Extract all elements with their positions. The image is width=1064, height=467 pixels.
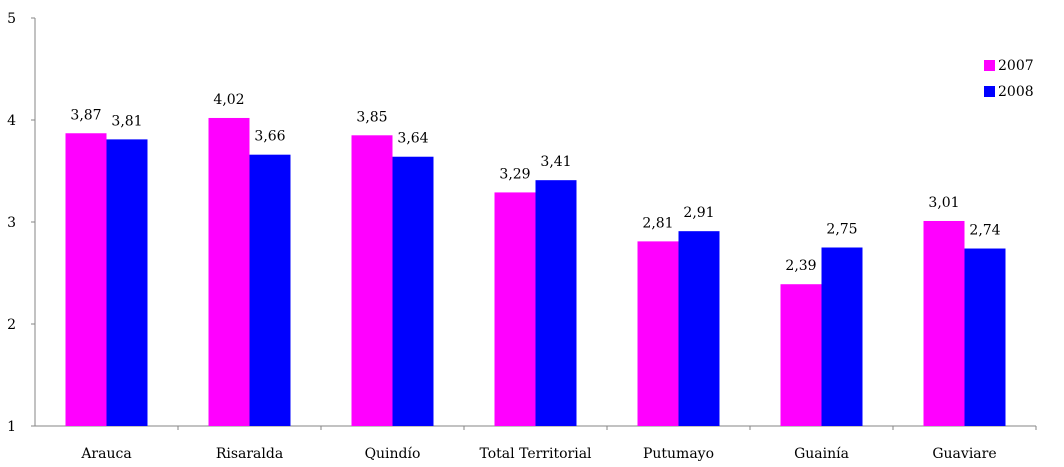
bar-2008-5 bbox=[821, 247, 863, 426]
legend-label: 2008 bbox=[998, 84, 1034, 100]
y-tick-label: 5 bbox=[7, 11, 16, 27]
legend: 2007 2008 bbox=[984, 58, 1034, 100]
bar-2007-4 bbox=[637, 241, 679, 426]
data-label: 3,66 bbox=[254, 129, 285, 145]
x-tick-label: Risaralda bbox=[216, 446, 283, 462]
y-tick-label: 4 bbox=[7, 113, 16, 129]
data-labels: 3,87 3,81 4,02 3,66 3,85 3,64 3,29 3,41 2,81 2,91… bbox=[70, 92, 1000, 274]
bar-2007-0 bbox=[65, 133, 107, 426]
bar-2007-1 bbox=[208, 117, 250, 427]
legend-label: 2007 bbox=[998, 58, 1034, 74]
data-label: 3,41 bbox=[540, 154, 571, 170]
bar-2007-2 bbox=[351, 135, 393, 427]
data-label: 2,74 bbox=[969, 223, 1000, 239]
bar-2007-5 bbox=[780, 284, 822, 426]
y-tick-label: 2 bbox=[7, 317, 16, 333]
data-label: 3,87 bbox=[70, 107, 101, 123]
y-tick-label: 3 bbox=[7, 215, 16, 231]
bar-2007-6 bbox=[923, 220, 965, 426]
bar-2007-3 bbox=[494, 192, 536, 426]
bar-2008-0 bbox=[106, 139, 148, 426]
data-label: 3,64 bbox=[397, 131, 428, 147]
data-label: 4,02 bbox=[213, 92, 244, 108]
axes: 1 2 3 4 5 Arauca Risaralda Quindío Total Territo… bbox=[7, 11, 1037, 462]
bar-2008-3 bbox=[535, 180, 577, 426]
data-label: 2,81 bbox=[642, 215, 673, 231]
legend-swatch bbox=[984, 86, 995, 97]
x-tick-label: Arauca bbox=[80, 446, 131, 462]
x-tick-label: Guaviare bbox=[932, 446, 996, 462]
data-label: 2,39 bbox=[785, 258, 816, 274]
y-tick-label: 1 bbox=[7, 419, 16, 435]
legend-swatch bbox=[984, 60, 995, 71]
x-tick-label: Guainía bbox=[794, 446, 849, 462]
data-label: 2,91 bbox=[683, 205, 714, 221]
bar-2008-4 bbox=[678, 231, 720, 426]
bar-2008-1 bbox=[249, 154, 291, 426]
x-tick-label: Total Territorial bbox=[479, 446, 592, 462]
data-label: 2,75 bbox=[826, 222, 857, 238]
data-label: 3,01 bbox=[928, 195, 959, 211]
x-tick-label: Quindío bbox=[365, 446, 421, 462]
data-label: 3,81 bbox=[111, 113, 142, 129]
x-tick-label: Putumayo bbox=[643, 446, 714, 462]
data-label: 3,29 bbox=[499, 166, 530, 182]
bar-2008-2 bbox=[392, 156, 434, 426]
data-label: 3,85 bbox=[356, 109, 387, 125]
bars bbox=[65, 117, 1006, 427]
bar-2008-6 bbox=[964, 248, 1006, 426]
